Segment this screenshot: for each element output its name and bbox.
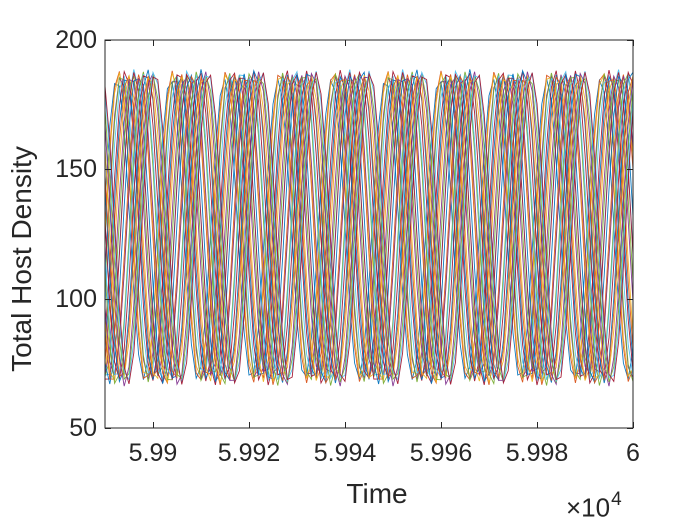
y-tick-label-50: 50 — [69, 414, 97, 442]
y-tick-label-100: 100 — [55, 285, 97, 313]
x-tick-label-5-996: 5.996 — [409, 439, 473, 467]
trajectory-line — [105, 75, 633, 382]
trajectory-line — [105, 72, 633, 383]
trajectory-line — [105, 74, 633, 380]
trajectory-line — [105, 77, 633, 383]
y-tick-label-200: 200 — [55, 26, 97, 54]
trajectory-line — [105, 73, 633, 380]
trajectory-line — [105, 70, 633, 380]
x-tick-label-5-994: 5.994 — [313, 439, 377, 467]
y-tick-label-150: 150 — [55, 155, 97, 183]
trajectory-line — [105, 71, 633, 385]
x-axis-exponent-prefix: ×10 — [566, 492, 611, 523]
x-tick-label-5-992: 5.992 — [217, 439, 281, 467]
trajectory-line — [105, 71, 633, 386]
trajectory-line — [105, 70, 633, 383]
x-tick-label-5-998: 5.998 — [505, 439, 569, 467]
axes-box — [104, 39, 634, 429]
y-axis-label: Total Host Density — [6, 146, 37, 372]
x-tick-label-6: 6 — [626, 439, 640, 467]
trajectory-line — [105, 72, 633, 380]
x-tick-label-5-99: 5.99 — [128, 439, 178, 467]
x-axis-exponent-value: 4 — [611, 489, 622, 510]
trajectory-line — [105, 74, 633, 378]
x-axis-label: Time — [346, 478, 408, 509]
x-axis-exponent: ×104 — [566, 487, 622, 523]
